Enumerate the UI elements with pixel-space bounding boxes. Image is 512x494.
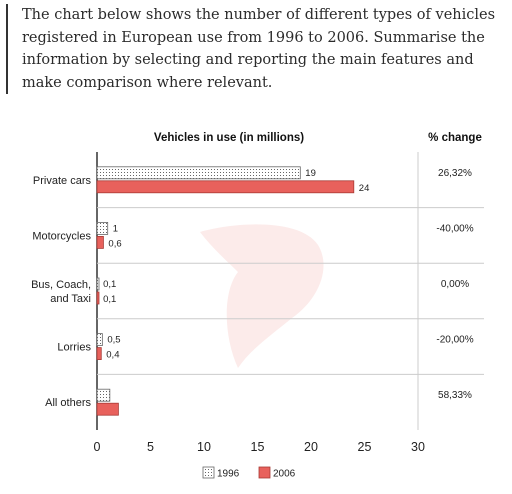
percent-change-value: 26,32% — [438, 168, 472, 179]
category-label: Bus, Coach, — [31, 279, 91, 291]
percent-change-value: -40,00% — [436, 223, 473, 234]
task-prompt: The chart below shows the number of diff… — [6, 4, 512, 94]
data-label-2006: 24 — [359, 183, 370, 194]
percent-change-value: 58,33% — [438, 390, 472, 401]
bar-1996 — [96, 333, 103, 347]
data-label-1996: 19 — [305, 168, 316, 179]
bar-2006 — [96, 180, 355, 194]
bar-2006 — [96, 291, 100, 305]
percent-change-header: % change — [428, 132, 482, 144]
data-label-2006: 0,4 — [106, 350, 119, 361]
watermark-logo — [200, 224, 324, 368]
legend-label-2006: 2006 — [273, 469, 296, 480]
x-tick-label: 25 — [358, 440, 372, 454]
data-label-1996: 0,5 — [107, 335, 120, 346]
data-label-1996: 0,1 — [103, 279, 116, 290]
category-label: Private cars — [33, 175, 92, 187]
percent-change-value: 0,00% — [441, 279, 469, 290]
x-tick-label: 10 — [197, 440, 211, 454]
data-label-2006: 0,6 — [108, 238, 121, 249]
x-tick-label: 5 — [147, 440, 154, 454]
bar-2006 — [96, 235, 104, 249]
bar-1996 — [96, 166, 301, 180]
data-label-1996: 1 — [113, 223, 118, 234]
bar-2006 — [96, 402, 119, 416]
task-prompt-text: The chart below shows the number of diff… — [22, 7, 496, 91]
category-label: All others — [45, 397, 91, 409]
x-tick-label: 15 — [251, 440, 265, 454]
x-tick-label: 0 — [94, 440, 101, 454]
bar-1996 — [96, 221, 109, 235]
bar-2006 — [96, 347, 102, 361]
x-tick-label: 30 — [411, 440, 425, 454]
category-label: Lorries — [57, 342, 91, 354]
bar-1996 — [96, 388, 111, 402]
category-label: Motorcycles — [32, 230, 91, 242]
category-label: and Taxi — [50, 293, 91, 305]
x-tick-label: 20 — [304, 440, 318, 454]
chart-title: Vehicles in use (in millions) — [154, 132, 304, 144]
legend-swatch-2006 — [258, 466, 271, 479]
legend-label-1996: 1996 — [217, 469, 240, 480]
data-label-2006: 0,1 — [103, 294, 116, 305]
legend-swatch-1996 — [202, 466, 215, 479]
bar-1996 — [96, 277, 100, 291]
percent-change-value: -20,00% — [436, 335, 473, 346]
